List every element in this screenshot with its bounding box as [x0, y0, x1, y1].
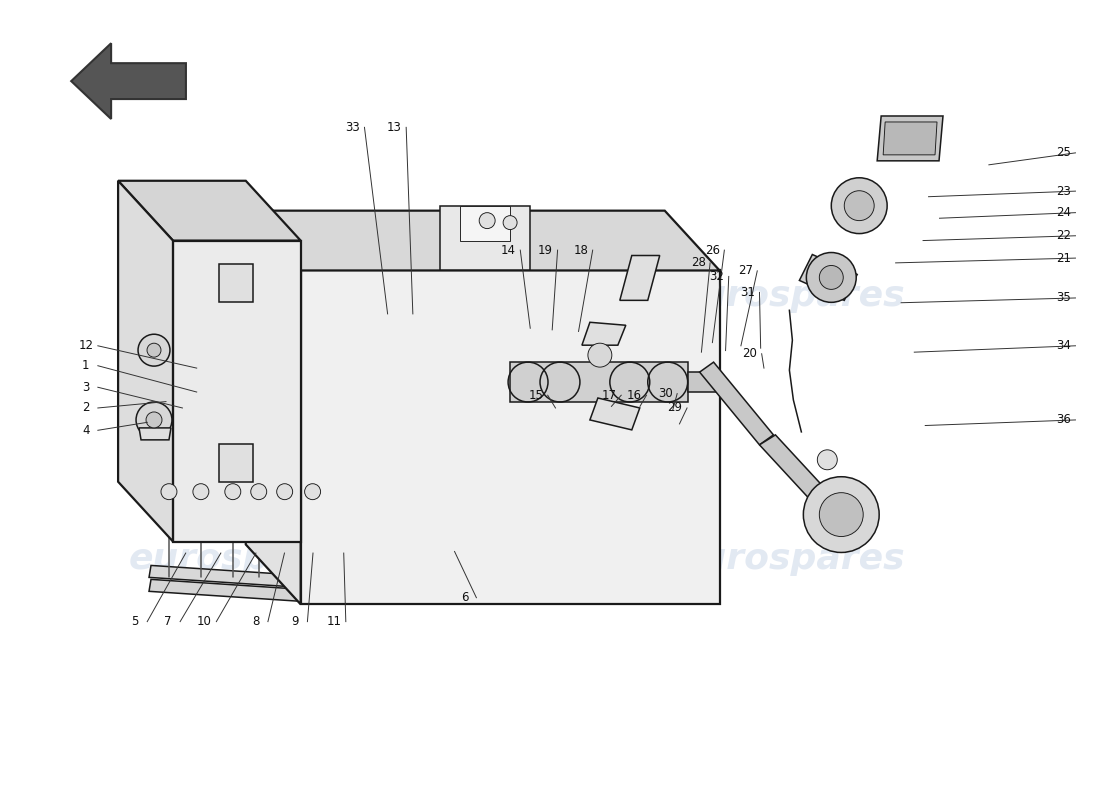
Polygon shape — [300, 270, 719, 604]
Text: 33: 33 — [345, 121, 360, 134]
Text: 10: 10 — [197, 615, 212, 628]
Polygon shape — [759, 435, 835, 510]
Text: 12: 12 — [78, 339, 94, 352]
Polygon shape — [219, 265, 253, 302]
Circle shape — [820, 493, 864, 537]
Text: 18: 18 — [573, 244, 588, 257]
Text: 21: 21 — [1056, 251, 1071, 265]
Polygon shape — [173, 241, 300, 542]
Circle shape — [224, 484, 241, 500]
Text: 26: 26 — [705, 244, 719, 257]
Circle shape — [138, 334, 170, 366]
Circle shape — [161, 484, 177, 500]
Circle shape — [803, 477, 879, 553]
Circle shape — [305, 484, 320, 500]
Circle shape — [845, 190, 875, 221]
Circle shape — [832, 178, 887, 234]
Circle shape — [587, 343, 612, 367]
Circle shape — [277, 484, 293, 500]
Text: 24: 24 — [1056, 206, 1071, 219]
Polygon shape — [800, 254, 857, 300]
Polygon shape — [219, 444, 253, 482]
Text: eurospares: eurospares — [129, 542, 358, 577]
Text: 1: 1 — [82, 359, 89, 372]
Text: eurospares: eurospares — [129, 279, 358, 314]
Text: 15: 15 — [528, 389, 543, 402]
Polygon shape — [700, 362, 773, 445]
Text: 17: 17 — [602, 389, 617, 402]
Circle shape — [146, 412, 162, 428]
Polygon shape — [883, 122, 937, 155]
Polygon shape — [245, 210, 300, 604]
Text: 3: 3 — [82, 381, 89, 394]
Polygon shape — [145, 360, 163, 412]
Text: eurospares: eurospares — [678, 279, 905, 314]
Text: 30: 30 — [658, 387, 672, 400]
Polygon shape — [139, 428, 170, 440]
Text: 13: 13 — [387, 121, 402, 134]
Text: 35: 35 — [1056, 291, 1071, 305]
Text: 29: 29 — [668, 402, 683, 414]
Text: 14: 14 — [500, 244, 516, 257]
Polygon shape — [390, 515, 438, 547]
Polygon shape — [381, 546, 437, 590]
Text: 11: 11 — [327, 615, 341, 628]
Polygon shape — [245, 210, 719, 270]
Text: 36: 36 — [1056, 414, 1071, 426]
Text: 4: 4 — [82, 424, 89, 437]
Text: 5: 5 — [132, 615, 139, 628]
Circle shape — [192, 484, 209, 500]
Circle shape — [820, 266, 844, 290]
Circle shape — [503, 216, 517, 230]
Text: 34: 34 — [1056, 339, 1071, 352]
Text: eurospares: eurospares — [678, 542, 905, 577]
Circle shape — [480, 213, 495, 229]
Text: 8: 8 — [252, 615, 260, 628]
Polygon shape — [440, 206, 530, 270]
Circle shape — [251, 484, 266, 500]
Text: 25: 25 — [1056, 146, 1071, 159]
Circle shape — [147, 343, 161, 357]
Polygon shape — [148, 566, 332, 590]
Polygon shape — [460, 206, 510, 241]
Text: 22: 22 — [1056, 230, 1071, 242]
Polygon shape — [118, 181, 173, 542]
Polygon shape — [619, 255, 660, 300]
Text: 32: 32 — [710, 270, 724, 283]
Text: 27: 27 — [738, 264, 752, 278]
Text: 7: 7 — [164, 615, 172, 628]
Text: 9: 9 — [292, 615, 299, 628]
Polygon shape — [877, 116, 943, 161]
Polygon shape — [590, 398, 640, 430]
Text: 28: 28 — [691, 256, 705, 270]
Polygon shape — [148, 579, 332, 603]
Text: 31: 31 — [740, 286, 755, 299]
Circle shape — [136, 402, 172, 438]
Circle shape — [817, 450, 837, 470]
Polygon shape — [510, 362, 688, 402]
Polygon shape — [688, 372, 719, 392]
Text: 19: 19 — [538, 244, 553, 257]
Text: 20: 20 — [742, 347, 757, 360]
Polygon shape — [72, 43, 186, 119]
Text: 6: 6 — [461, 591, 469, 604]
Text: 2: 2 — [82, 402, 89, 414]
Polygon shape — [118, 181, 300, 241]
Text: 23: 23 — [1056, 185, 1071, 198]
Polygon shape — [582, 322, 626, 345]
Text: 16: 16 — [627, 389, 642, 402]
Circle shape — [806, 253, 856, 302]
